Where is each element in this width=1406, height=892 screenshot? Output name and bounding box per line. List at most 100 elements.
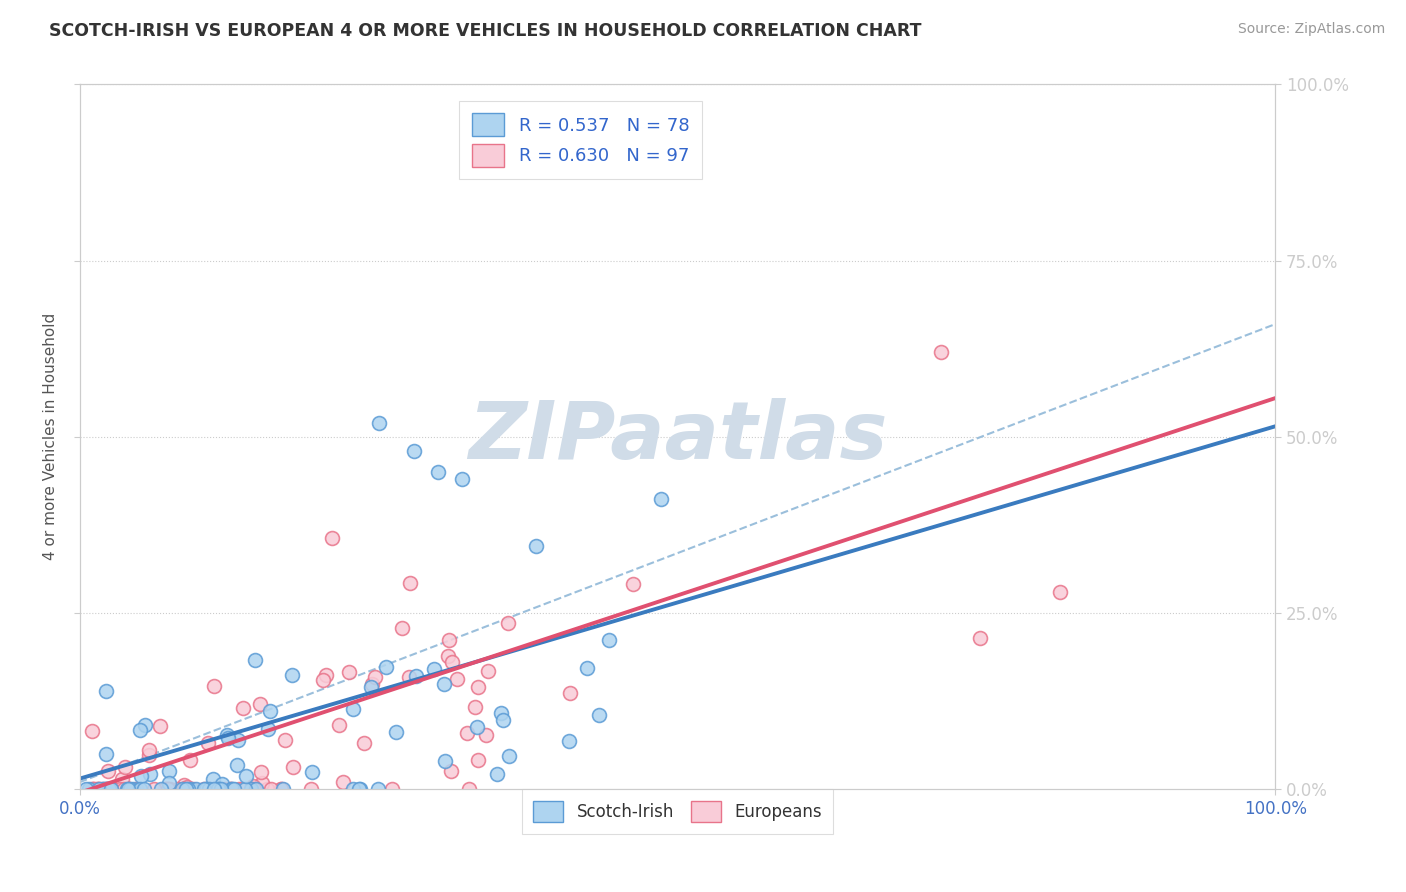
Point: [97, 782, 120, 797]
Point: [83, 782, 105, 797]
Point: [172, 782, 194, 797]
Point: [179, 753, 201, 767]
Point: [138, 748, 160, 763]
Point: [96, 782, 118, 797]
Legend: Scotch-Irish, Europeans: Scotch-Irish, Europeans: [522, 789, 834, 834]
Point: [441, 655, 464, 669]
Point: [180, 782, 202, 797]
Point: [650, 492, 672, 507]
Point: [598, 632, 620, 647]
Point: [173, 782, 195, 797]
Point: [134, 782, 156, 797]
Point: [489, 706, 512, 720]
Point: [167, 782, 190, 797]
Point: [259, 704, 281, 718]
Point: [332, 774, 354, 789]
Point: [281, 668, 304, 682]
Point: [477, 664, 499, 678]
Point: [207, 782, 229, 797]
Point: [176, 782, 198, 797]
Point: [301, 765, 323, 780]
Point: [97, 764, 120, 779]
Point: [437, 632, 460, 647]
Point: [193, 782, 215, 797]
Point: [131, 769, 153, 783]
Point: [77, 782, 100, 797]
Point: [115, 782, 138, 797]
Point: [226, 758, 249, 772]
Point: [222, 782, 245, 797]
Point: [467, 753, 489, 767]
Point: [381, 782, 404, 797]
Point: [86, 782, 108, 797]
Point: [271, 782, 294, 797]
Point: [93, 782, 115, 797]
Point: [100, 782, 122, 797]
Point: [1049, 585, 1071, 599]
Point: [337, 665, 360, 679]
Point: [214, 782, 236, 797]
Point: [315, 668, 337, 682]
Point: [138, 767, 160, 781]
Point: [228, 782, 250, 797]
Point: [108, 782, 131, 797]
Point: [423, 662, 446, 676]
Point: [100, 782, 122, 797]
Point: [588, 708, 610, 723]
Point: [200, 782, 222, 797]
Point: [405, 668, 427, 682]
Point: [138, 743, 160, 757]
Point: [446, 673, 468, 687]
Point: [219, 782, 242, 797]
Point: [270, 782, 292, 797]
Point: [94, 684, 117, 698]
Point: [114, 760, 136, 774]
Point: [86, 782, 108, 797]
Point: [257, 722, 280, 736]
Point: [211, 777, 233, 791]
Point: [558, 734, 581, 748]
Point: [458, 782, 481, 797]
Point: [243, 782, 266, 797]
Text: Source: ZipAtlas.com: Source: ZipAtlas.com: [1237, 22, 1385, 37]
Point: [221, 782, 243, 797]
Point: [80, 782, 103, 797]
Point: [231, 782, 253, 797]
Point: [134, 718, 156, 732]
Point: [243, 653, 266, 667]
Point: [281, 760, 304, 774]
Point: [239, 782, 262, 797]
Point: [157, 782, 180, 797]
Point: [170, 782, 193, 797]
Y-axis label: 4 or more Vehicles in Household: 4 or more Vehicles in Household: [44, 313, 58, 560]
Point: [202, 782, 225, 797]
Point: [217, 728, 239, 742]
Point: [94, 782, 117, 797]
Point: [176, 780, 198, 794]
Point: [176, 782, 198, 797]
Point: [274, 733, 297, 747]
Point: [328, 718, 350, 732]
Point: [433, 676, 456, 690]
Point: [367, 416, 389, 430]
Point: [440, 764, 463, 778]
Point: [98, 782, 121, 797]
Point: [193, 782, 215, 797]
Point: [929, 345, 952, 359]
Point: [391, 621, 413, 635]
Point: [204, 782, 226, 797]
Point: [157, 782, 180, 797]
Point: [385, 725, 408, 739]
Point: [349, 782, 371, 797]
Point: [118, 782, 141, 797]
Point: [270, 782, 292, 797]
Point: [198, 782, 221, 797]
Point: [242, 779, 264, 793]
Point: [474, 728, 496, 742]
Point: [299, 782, 322, 797]
Point: [201, 772, 224, 786]
Point: [260, 782, 283, 797]
Point: [82, 782, 104, 797]
Point: [464, 699, 486, 714]
Point: [250, 764, 273, 779]
